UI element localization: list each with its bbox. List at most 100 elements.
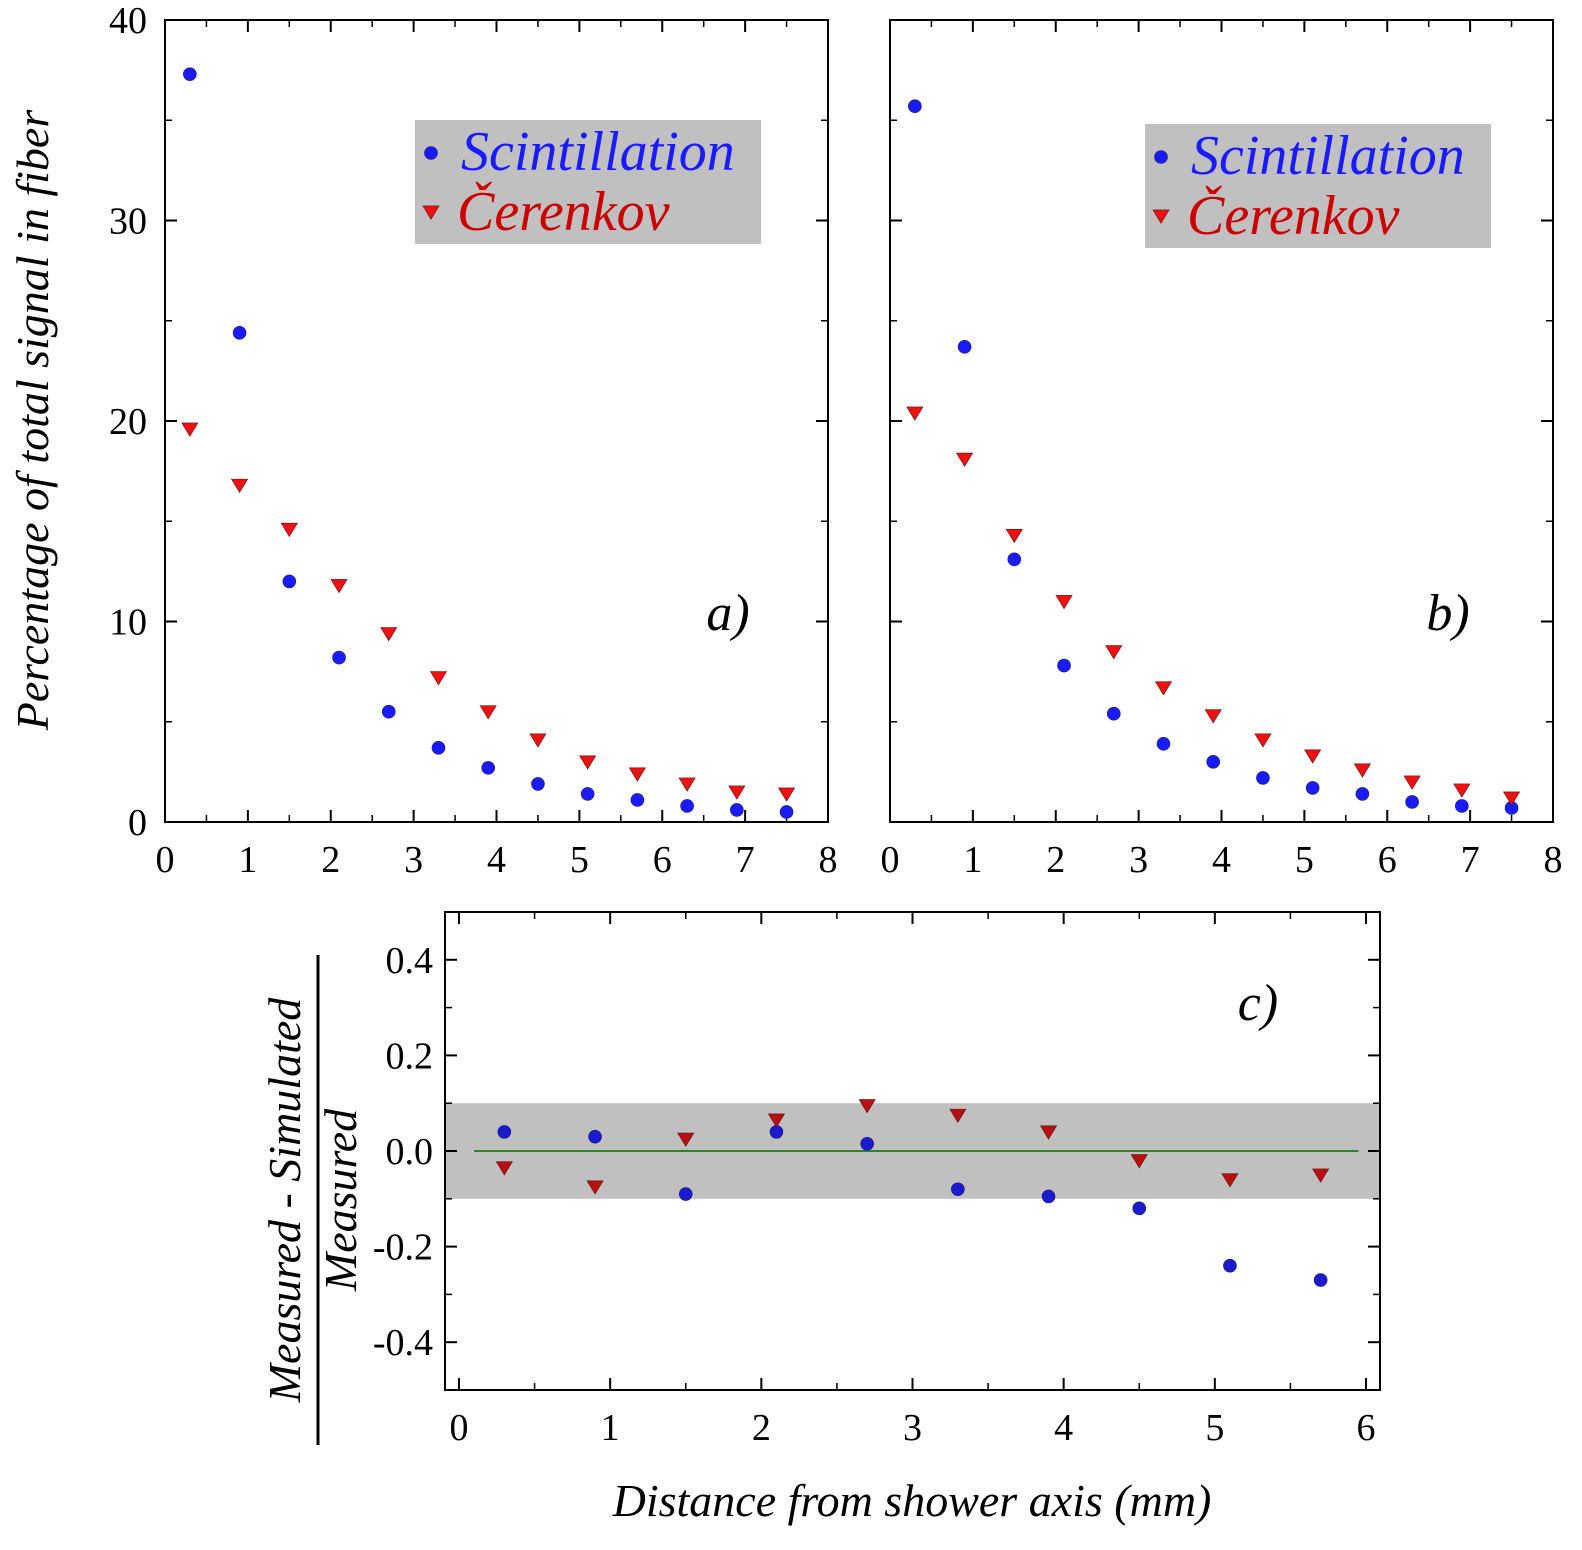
cerenkov-point — [1254, 733, 1272, 748]
scintillation-point — [232, 325, 247, 340]
cerenkov-point — [529, 733, 547, 748]
cerenkov-point — [858, 1099, 876, 1114]
cerenkov-point — [1502, 791, 1521, 806]
x-tick-label: 5 — [1295, 839, 1314, 881]
cerenkov-point — [1403, 775, 1421, 790]
legend-cerenkov-marker — [422, 205, 440, 220]
x-tick-label: 5 — [1205, 1407, 1224, 1449]
scintillation-point — [779, 805, 794, 819]
y-axis-title-top: Percentage of total signal in fiber — [7, 109, 58, 732]
x-tick-label: 8 — [819, 839, 838, 881]
x-tick-label: 1 — [238, 839, 257, 881]
cerenkov-point — [728, 785, 746, 800]
scintillation-point — [1007, 552, 1022, 567]
scintillation-point — [1057, 658, 1071, 673]
scintillation-point — [332, 650, 346, 665]
x-tick-label: 0 — [450, 1407, 469, 1449]
x-tick-label: 5 — [570, 839, 589, 881]
cerenkov-point — [956, 452, 974, 467]
cerenkov-point — [678, 777, 696, 792]
x-tick-label: 1 — [963, 839, 982, 881]
x-tick-label: 0 — [156, 839, 175, 881]
scintillation-point — [282, 574, 297, 589]
scintillation-point — [1355, 787, 1370, 801]
cerenkov-point — [479, 705, 497, 720]
cerenkov-point — [429, 671, 448, 686]
cerenkov-point — [579, 755, 597, 770]
cerenkov-point — [1005, 528, 1023, 544]
panel-c: 0 1 2 3 4 5 6 -0.4 -0.2 0.0 0.2 0.4 c) — [373, 911, 1381, 1449]
y-tick-label: -0.4 — [373, 1322, 433, 1364]
y-tick-label: -0.2 — [373, 1227, 433, 1269]
scintillation-point — [497, 1125, 512, 1139]
scintillation-point — [1223, 1258, 1237, 1273]
x-tick-label: 6 — [1357, 1407, 1376, 1449]
x-tick-label: 8 — [1544, 839, 1563, 881]
y-axis-title-c-denominator: Measured — [315, 1108, 366, 1292]
cerenkov-point — [1353, 763, 1371, 778]
cerenkov-point — [1130, 1154, 1148, 1169]
cerenkov-point — [1453, 783, 1471, 798]
x-axis-title: Distance from shower axis (mm) — [612, 1475, 1212, 1526]
cerenkov-point — [767, 1113, 786, 1128]
scintillation-point — [678, 1187, 693, 1201]
cerenkov-point — [380, 627, 398, 642]
cerenkov-point — [280, 522, 298, 538]
scintillation-point — [1041, 1189, 1056, 1204]
legend-box — [1145, 124, 1491, 248]
x-tick-label: 7 — [736, 839, 755, 881]
scintillation-point — [730, 803, 744, 817]
x-tick-label: 3 — [404, 839, 423, 881]
cerenkov-point — [1204, 709, 1222, 724]
x-tick-label: 4 — [1054, 1407, 1073, 1449]
scintillation-point — [1455, 799, 1469, 813]
legend-box — [415, 120, 761, 244]
y-tick-label: 30 — [109, 201, 147, 243]
cerenkov-point — [330, 579, 348, 594]
legend-scintillation-marker — [1154, 150, 1168, 164]
x-tick-label: 6 — [1378, 839, 1397, 881]
panel-label: a) — [706, 585, 749, 642]
legend-cerenkov-label: Čerenkov — [457, 181, 670, 243]
x-tick-label: 3 — [1129, 839, 1148, 881]
cerenkov-point — [677, 1132, 695, 1147]
x-tick-label: 1 — [601, 1407, 620, 1449]
scintillation-point — [381, 704, 396, 719]
x-tick-label: 0 — [881, 839, 900, 881]
cerenkov-point — [777, 787, 796, 802]
cerenkov-point — [231, 478, 249, 493]
scintillation-point — [1106, 706, 1121, 721]
scintillation-point — [908, 99, 922, 114]
scintillation-point — [1313, 1273, 1328, 1287]
y-tick-label: 40 — [109, 0, 147, 42]
x-tick-label: 3 — [903, 1407, 922, 1449]
scintillation-point — [580, 787, 595, 801]
scintillation-point — [183, 67, 197, 81]
scintillation-point — [630, 793, 645, 807]
y-axis-title-c-numerator: Measured - Simulated — [259, 997, 310, 1404]
x-tick-label: 7 — [1461, 839, 1480, 881]
y-tick-label: 0.0 — [386, 1131, 434, 1173]
panel-label: c) — [1238, 975, 1278, 1032]
legend-scintillation-label: Scintillation — [461, 121, 735, 183]
x-tick-label: 2 — [1046, 839, 1065, 881]
x-tick-label: 2 — [752, 1407, 771, 1449]
scintillation-point — [431, 741, 446, 755]
legend-scintillation-label: Scintillation — [1191, 125, 1465, 187]
cerenkov-point — [1221, 1173, 1239, 1188]
scintillation-point — [1305, 781, 1320, 795]
cerenkov-point — [181, 422, 199, 437]
cerenkov-point — [1154, 681, 1173, 696]
scintillation-point — [860, 1137, 874, 1151]
scintillation-point — [1206, 755, 1221, 769]
legend-cerenkov-label: Čerenkov — [1187, 185, 1400, 247]
panel-a: 0 1 2 3 4 5 6 7 8 0 10 20 30 40 a) ScintillationČerenko… — [109, 0, 838, 881]
scintillation-point — [1132, 1201, 1147, 1216]
y-tick-label: 0.4 — [386, 940, 434, 982]
cerenkov-point — [495, 1161, 513, 1176]
y-tick-label: 0 — [128, 802, 147, 844]
cerenkov-point — [1304, 749, 1322, 764]
